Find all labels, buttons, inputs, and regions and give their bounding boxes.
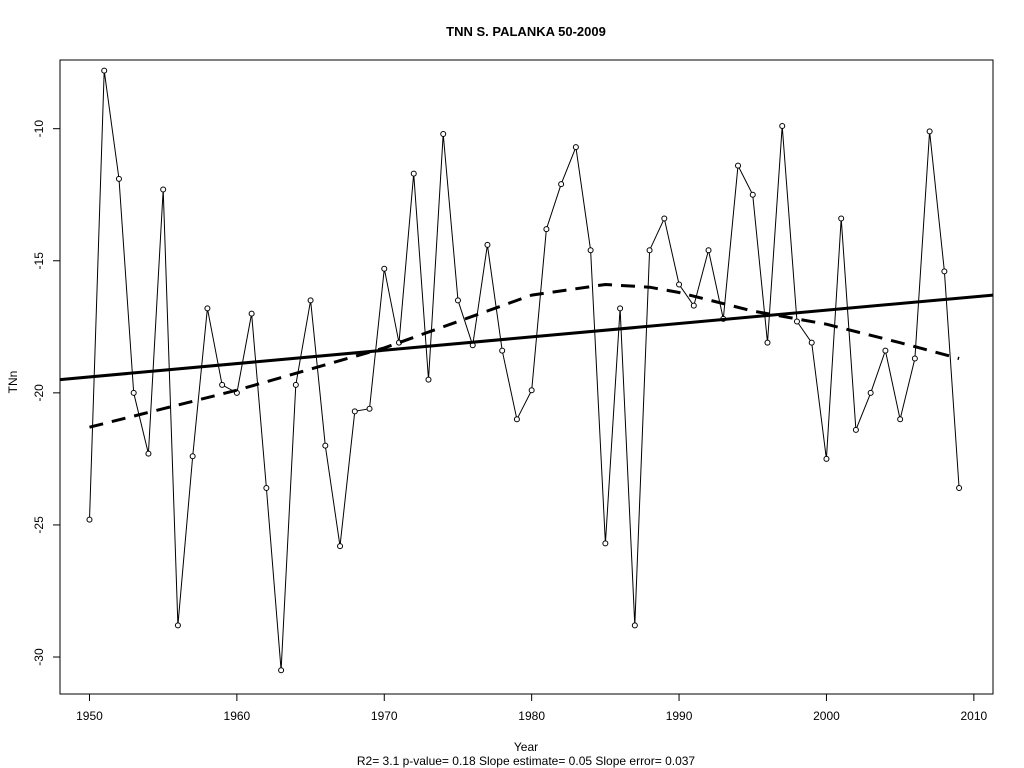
x-tick-label: 1950 <box>76 709 103 723</box>
data-point <box>307 297 314 304</box>
x-axis: 1950 1960 1970 1980 1990 2000 2010 <box>76 694 988 723</box>
data-point <box>956 484 963 491</box>
data-point <box>454 297 461 304</box>
data-point <box>189 453 196 460</box>
y-tick-label: -30 <box>32 648 46 666</box>
data-point <box>543 226 550 233</box>
data-point <box>292 381 299 388</box>
x-axis-label: Year <box>514 740 538 754</box>
data-point <box>852 426 859 433</box>
linear-trend-line <box>59 293 994 382</box>
data-point <box>735 162 742 169</box>
y-axis-label: TNn <box>6 371 20 394</box>
data-point <box>823 455 830 462</box>
data-point <box>911 355 918 362</box>
y-tick-label: -15 <box>32 252 46 270</box>
data-point <box>263 484 270 491</box>
series-layer <box>59 67 994 674</box>
data-point <box>204 305 211 312</box>
data-point <box>602 540 609 547</box>
data-point <box>867 389 874 396</box>
data-point <box>410 170 417 177</box>
data-point <box>322 442 329 449</box>
data-point <box>130 389 137 396</box>
data-point <box>219 381 226 388</box>
x-tick-label: 1980 <box>518 709 545 723</box>
data-point <box>381 265 388 272</box>
data-point <box>115 175 122 182</box>
data-point <box>764 339 771 346</box>
y-tick-label: -20 <box>32 384 46 402</box>
plot-frame <box>59 59 994 695</box>
data-point <box>440 130 447 137</box>
data-point <box>86 516 93 523</box>
data-point <box>160 186 167 193</box>
data-point <box>705 247 712 254</box>
x-tick-label: 1970 <box>371 709 398 723</box>
data-point <box>646 247 653 254</box>
data-point <box>558 181 565 188</box>
data-point <box>278 667 285 674</box>
data-point <box>528 387 535 394</box>
y-tick-label: -25 <box>32 516 46 534</box>
x-tick-label: 1960 <box>224 709 251 723</box>
data-point <box>101 67 108 74</box>
data-point <box>926 128 933 135</box>
data-point <box>484 241 491 248</box>
data-point <box>631 622 638 629</box>
x-tick-label: 2010 <box>960 709 987 723</box>
data-point <box>337 543 344 550</box>
data-point <box>838 215 845 222</box>
data-point <box>617 305 624 312</box>
data-point <box>145 450 152 457</box>
data-point <box>174 622 181 629</box>
data-point <box>676 281 683 288</box>
data-point <box>425 376 432 383</box>
data-point <box>661 215 668 222</box>
data-point <box>499 347 506 354</box>
chart-title: TNN S. PALANKA 50-2009 <box>446 24 606 39</box>
data-point <box>366 405 373 412</box>
x-tick-label: 2000 <box>813 709 840 723</box>
data-point <box>779 123 786 130</box>
data-point <box>749 191 756 198</box>
data-point <box>941 268 948 275</box>
data-point <box>808 339 815 346</box>
smoothed-trend-line <box>89 283 960 429</box>
data-point <box>572 144 579 151</box>
data-point <box>793 318 800 325</box>
data-point <box>882 347 889 354</box>
data-point <box>351 408 358 415</box>
data-point <box>513 416 520 423</box>
data-point <box>690 302 697 309</box>
y-axis: -10 -15 -20 -25 -30 <box>32 120 60 666</box>
data-point <box>897 416 904 423</box>
chart-subtitle: R2= 3.1 p-value= 0.18 Slope estimate= 0.… <box>357 754 696 768</box>
data-point <box>587 247 594 254</box>
observed-series-line <box>89 70 960 671</box>
x-tick-label: 1990 <box>666 709 693 723</box>
data-point <box>248 310 255 317</box>
y-tick-label: -10 <box>32 120 46 138</box>
